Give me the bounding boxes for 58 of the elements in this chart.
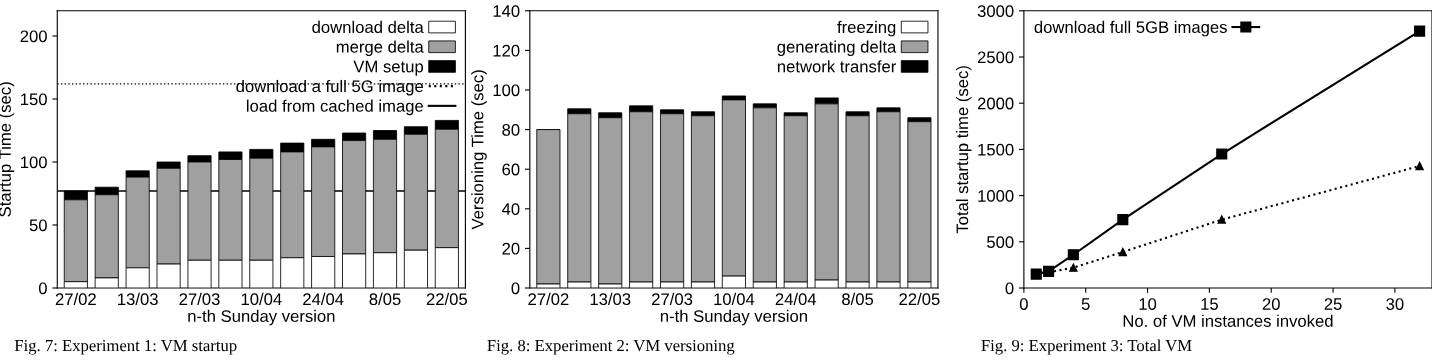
legend-label: load from cached image [247, 99, 424, 116]
x-tick-label: 27/02 [528, 292, 569, 306]
y-tick-label: 140 [493, 5, 520, 17]
caption: Fig. 9: Experiment 3: Total VM [981, 339, 1192, 355]
y-axis-title: Versioning Time (sec) [471, 70, 487, 230]
x-tick-label: 8/05 [842, 292, 874, 306]
y-axis-title: Total startup time (sec) [955, 66, 972, 234]
ref-line-label: download a full 5G image [236, 79, 424, 96]
y-tick-label: 500 [987, 236, 1014, 248]
legend-label: network transfer [777, 60, 897, 73]
y-tick-label: 40 [501, 203, 520, 215]
caption: Fig. 7: Experiment 1: VM startup [14, 339, 237, 355]
x-axis-title: No. of VM instances invoked [1123, 314, 1333, 327]
legend-label: merge delta [336, 40, 424, 57]
x-tick-label: 24/04 [775, 292, 817, 306]
x-tick-label: 5 [1081, 298, 1090, 310]
x-tick-label: 24/04 [303, 292, 344, 306]
y-tick-label: 200 [20, 30, 47, 43]
x-tick-label: 20 [1262, 298, 1280, 310]
y-tick-label: 100 [493, 84, 520, 97]
x-tick-label: 10/04 [714, 292, 755, 306]
x-tick-label: 27/03 [179, 292, 220, 306]
x-tick-label: 30 [1386, 298, 1404, 310]
x-tick-label: 22/05 [426, 292, 468, 306]
x-tick-label: 25 [1324, 298, 1342, 310]
y-tick-label: 50 [29, 219, 47, 232]
y-tick-label: 80 [502, 124, 520, 136]
x-axis-title: n-th Sunday version [660, 309, 807, 326]
legend-label: freezing [837, 20, 896, 37]
legend-label: VM setup [353, 60, 424, 76]
x-tick-label: 22/05 [899, 292, 940, 306]
x-tick-label: 8/05 [369, 292, 401, 306]
x-tick-label: 13/03 [590, 292, 631, 306]
x-tick-label: 10/04 [241, 292, 282, 306]
y-tick-label: 1500 [978, 143, 1014, 156]
x-tick-label: 0 [1019, 298, 1028, 310]
y-tick-label: 60 [502, 163, 520, 176]
y-tick-label: 100 [21, 156, 47, 169]
legend-label: download full 5GB images [1034, 20, 1227, 37]
y-tick-label: 0 [511, 282, 520, 295]
x-axis-title: n-th Sunday version [188, 309, 335, 326]
y-tick-label: 3000 [977, 5, 1014, 17]
x-tick-label: 10 [1139, 298, 1157, 310]
x-tick-label: 13/03 [118, 292, 158, 306]
y-tick-label: 1000 [978, 190, 1014, 202]
y-tick-label: 20 [502, 242, 520, 255]
y-tick-label: 120 [493, 44, 520, 57]
y-tick-label: 0 [1005, 282, 1014, 295]
x-tick-label: 27/02 [55, 292, 96, 306]
y-tick-label: 0 [38, 282, 47, 295]
x-tick-label: 15 [1201, 298, 1218, 310]
y-tick-label: 150 [21, 93, 47, 106]
caption: Fig. 8: Experiment 2: VM versioning [487, 339, 735, 355]
legend-label: generating delta [777, 40, 897, 57]
y-tick-label: 2500 [977, 51, 1014, 64]
legend-label: download delta [312, 20, 424, 34]
x-tick-label: 27/03 [652, 292, 693, 306]
y-tick-label: 2000 [977, 97, 1014, 110]
